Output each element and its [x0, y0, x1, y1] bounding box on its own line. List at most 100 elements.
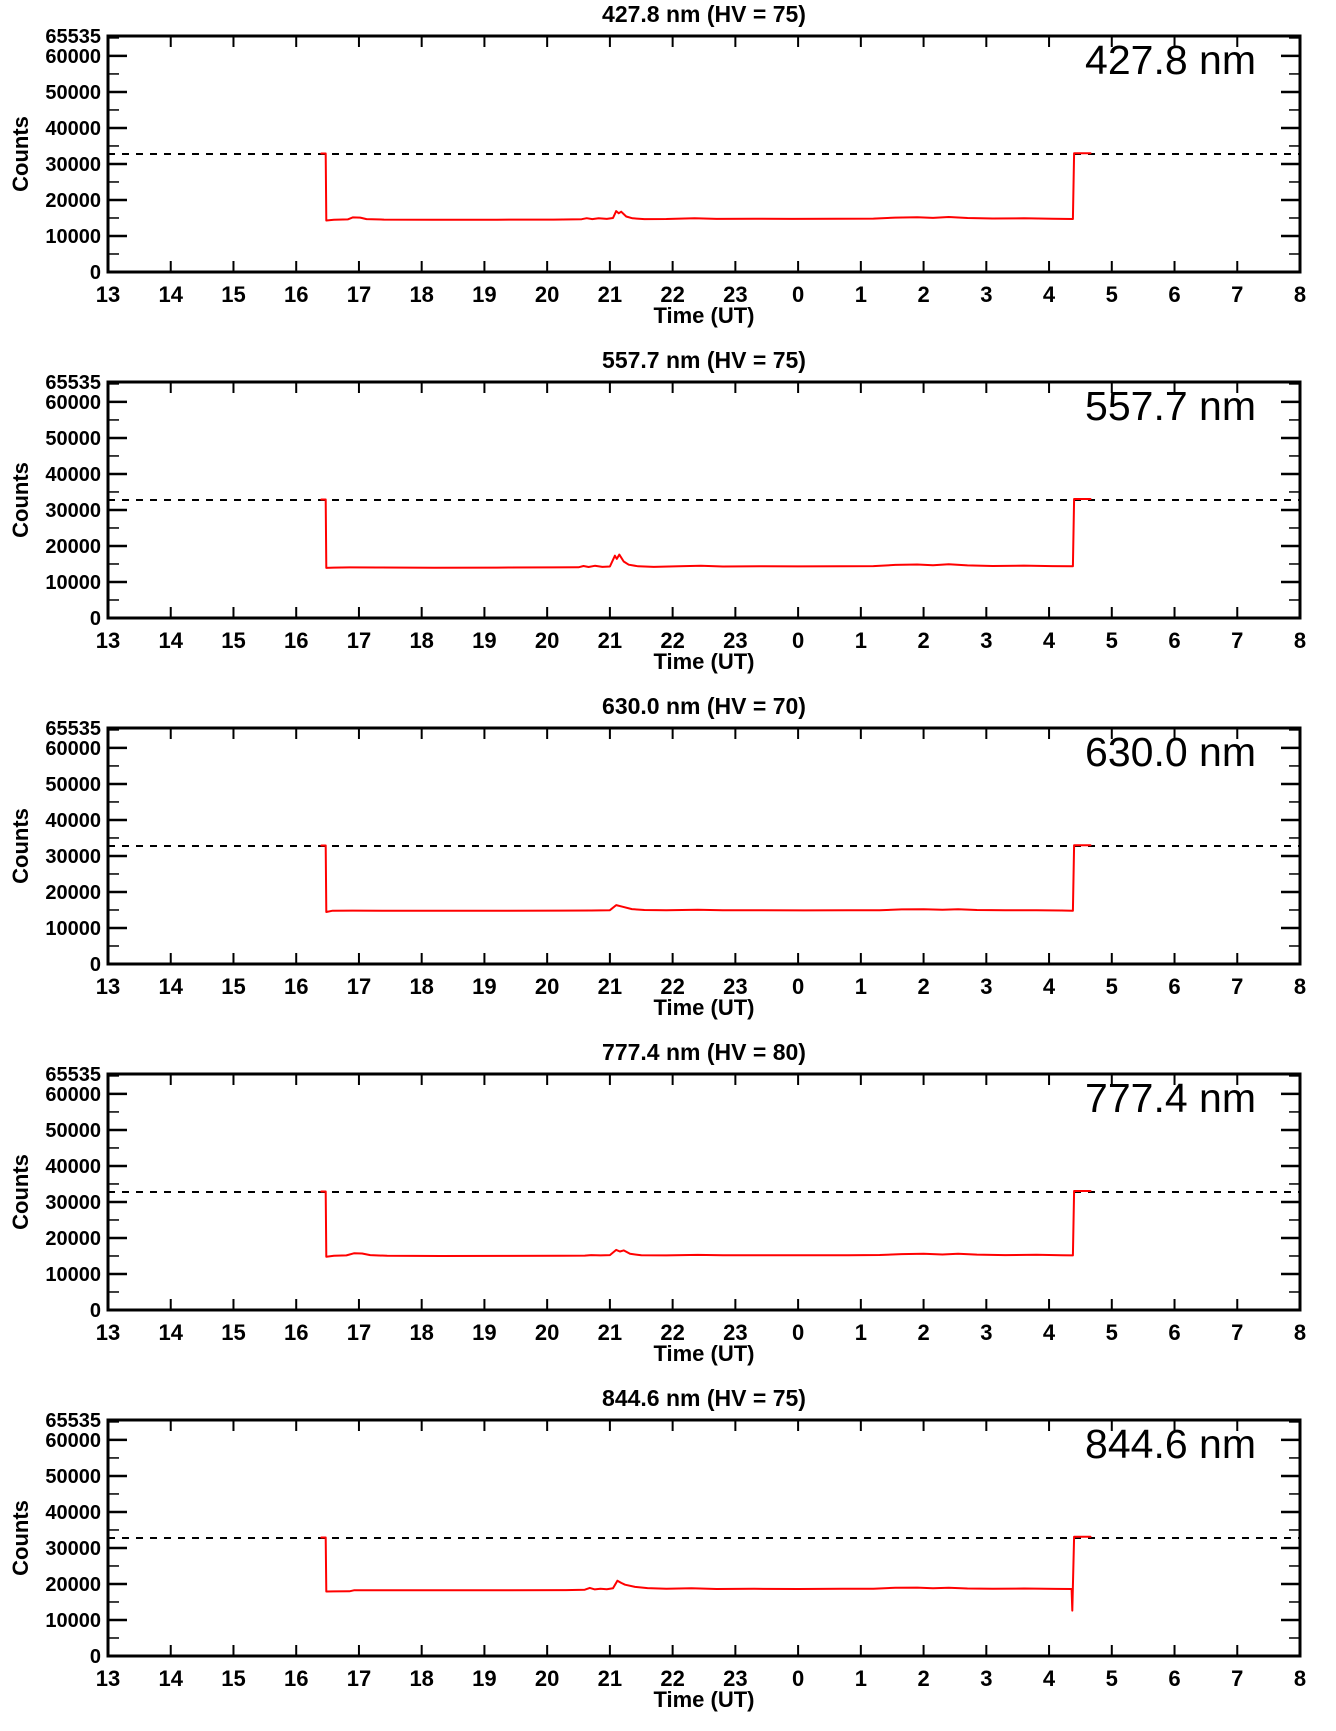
chart-title: 844.6 nm (HV = 75) — [602, 1385, 806, 1411]
x-tick-label: 3 — [980, 974, 992, 999]
x-tick-label: 19 — [472, 1666, 496, 1691]
x-tick-label: 0 — [792, 1666, 804, 1691]
x-tick-label: 13 — [96, 1666, 120, 1691]
x-tick-label: 20 — [535, 628, 559, 653]
y-tick-label: 65535 — [45, 26, 101, 48]
x-tick-label: 14 — [158, 282, 183, 307]
x-tick-label: 4 — [1043, 1666, 1056, 1691]
x-tick-label: 15 — [221, 1666, 245, 1691]
x-tick-label: 19 — [472, 628, 496, 653]
wavelength-label: 630.0 nm — [1085, 729, 1256, 775]
y-tick-label: 0 — [90, 954, 101, 976]
y-tick-label: 40000 — [45, 1156, 101, 1178]
y-tick-label: 0 — [90, 262, 101, 284]
x-tick-label: 17 — [347, 974, 371, 999]
x-tick-label: 22 — [660, 974, 684, 999]
x-axis-label: Time (UT) — [653, 303, 755, 328]
counts-series-line — [320, 1535, 1092, 1612]
y-tick-label: 20000 — [45, 882, 101, 904]
x-tick-label: 23 — [723, 282, 747, 307]
counts-series-line — [320, 844, 1092, 913]
y-tick-label: 40000 — [45, 464, 101, 486]
x-tick-label: 14 — [158, 1666, 183, 1691]
x-tick-label: 18 — [409, 974, 433, 999]
x-tick-label: 13 — [96, 282, 120, 307]
x-tick-label: 6 — [1168, 974, 1180, 999]
plot-area: 13 14 15 16 17 18 19 20 21 22 23 0 1 2 3 4 5 6 7 8010000200… — [45, 718, 1306, 999]
y-tick-label: 30000 — [45, 846, 101, 868]
wavelength-label: 844.6 nm — [1085, 1421, 1256, 1467]
x-tick-label: 21 — [598, 974, 622, 999]
wavelength-label: 427.8 nm — [1085, 37, 1256, 83]
x-tick-label: 4 — [1043, 282, 1056, 307]
chart-title: 630.0 nm (HV = 70) — [602, 693, 806, 719]
x-tick-label: 22 — [660, 1320, 684, 1345]
chart-title: 427.8 nm (HV = 75) — [602, 1, 806, 27]
x-tick-label: 5 — [1106, 282, 1118, 307]
x-tick-label: 13 — [96, 1320, 120, 1345]
chart-panel-630-0nm: 630.0 nm (HV = 70) Counts 13 14 15 16 17 18 19… — [0, 692, 1336, 1038]
y-tick-label: 65535 — [45, 1410, 101, 1432]
x-tick-label: 7 — [1231, 1666, 1243, 1691]
x-tick-label: 7 — [1231, 1320, 1243, 1345]
chart-title: 777.4 nm (HV = 80) — [602, 1039, 806, 1065]
y-tick-label: 65535 — [45, 372, 101, 394]
x-tick-label: 17 — [347, 1320, 371, 1345]
x-tick-label: 15 — [221, 628, 245, 653]
x-tick-label: 7 — [1231, 628, 1243, 653]
y-tick-label: 60000 — [45, 738, 101, 760]
y-tick-label: 30000 — [45, 500, 101, 522]
x-tick-label: 23 — [723, 974, 747, 999]
x-tick-label: 2 — [917, 282, 929, 307]
x-tick-label: 4 — [1043, 974, 1056, 999]
x-tick-label: 5 — [1106, 974, 1118, 999]
x-tick-label: 16 — [284, 1320, 308, 1345]
x-tick-label: 0 — [792, 974, 804, 999]
y-tick-label: 20000 — [45, 536, 101, 558]
x-tick-label: 13 — [96, 628, 120, 653]
x-tick-label: 6 — [1168, 628, 1180, 653]
x-tick-label: 20 — [535, 1320, 559, 1345]
x-tick-label: 21 — [598, 628, 622, 653]
x-tick-label: 19 — [472, 974, 496, 999]
y-tick-label: 40000 — [45, 1502, 101, 1524]
x-tick-label: 6 — [1168, 1666, 1180, 1691]
x-tick-label: 1 — [855, 1666, 867, 1691]
x-axis-label: Time (UT) — [653, 995, 755, 1020]
x-tick-label: 14 — [158, 1320, 183, 1345]
x-tick-label: 22 — [660, 282, 684, 307]
x-tick-label: 13 — [96, 974, 120, 999]
y-tick-label: 30000 — [45, 1538, 101, 1560]
x-tick-label: 8 — [1294, 1320, 1306, 1345]
x-tick-label: 2 — [917, 974, 929, 999]
x-tick-label: 6 — [1168, 282, 1180, 307]
y-tick-label: 50000 — [45, 774, 101, 796]
x-tick-label: 23 — [723, 1666, 747, 1691]
x-axis-label: Time (UT) — [653, 1687, 755, 1712]
x-tick-label: 3 — [980, 1320, 992, 1345]
x-tick-label: 5 — [1106, 1666, 1118, 1691]
y-tick-label: 10000 — [45, 1610, 101, 1632]
wavelength-label: 557.7 nm — [1085, 383, 1256, 429]
x-tick-label: 15 — [221, 974, 245, 999]
y-tick-label: 30000 — [45, 1192, 101, 1214]
y-tick-label: 40000 — [45, 810, 101, 832]
x-tick-label: 22 — [660, 1666, 684, 1691]
chart-panel-557-7nm: 557.7 nm (HV = 75) Counts 13 14 15 16 17 18 19… — [0, 346, 1336, 692]
x-tick-label: 15 — [221, 282, 245, 307]
x-tick-label: 6 — [1168, 1320, 1180, 1345]
chart-panel-777-4nm: 777.4 nm (HV = 80) Counts 13 14 15 16 17 18 19… — [0, 1038, 1336, 1384]
y-tick-label: 10000 — [45, 226, 101, 248]
y-tick-label: 65535 — [45, 1064, 101, 1086]
y-tick-label: 65535 — [45, 718, 101, 740]
x-tick-label: 20 — [535, 1666, 559, 1691]
x-tick-label: 21 — [598, 1320, 622, 1345]
x-tick-label: 8 — [1294, 628, 1306, 653]
y-tick-label: 50000 — [45, 428, 101, 450]
x-axis-label: Time (UT) — [653, 649, 755, 674]
x-tick-label: 3 — [980, 282, 992, 307]
x-tick-label: 17 — [347, 628, 371, 653]
chart-title: 557.7 nm (HV = 75) — [602, 347, 806, 373]
counts-series-line — [320, 152, 1092, 222]
x-tick-label: 20 — [535, 974, 559, 999]
